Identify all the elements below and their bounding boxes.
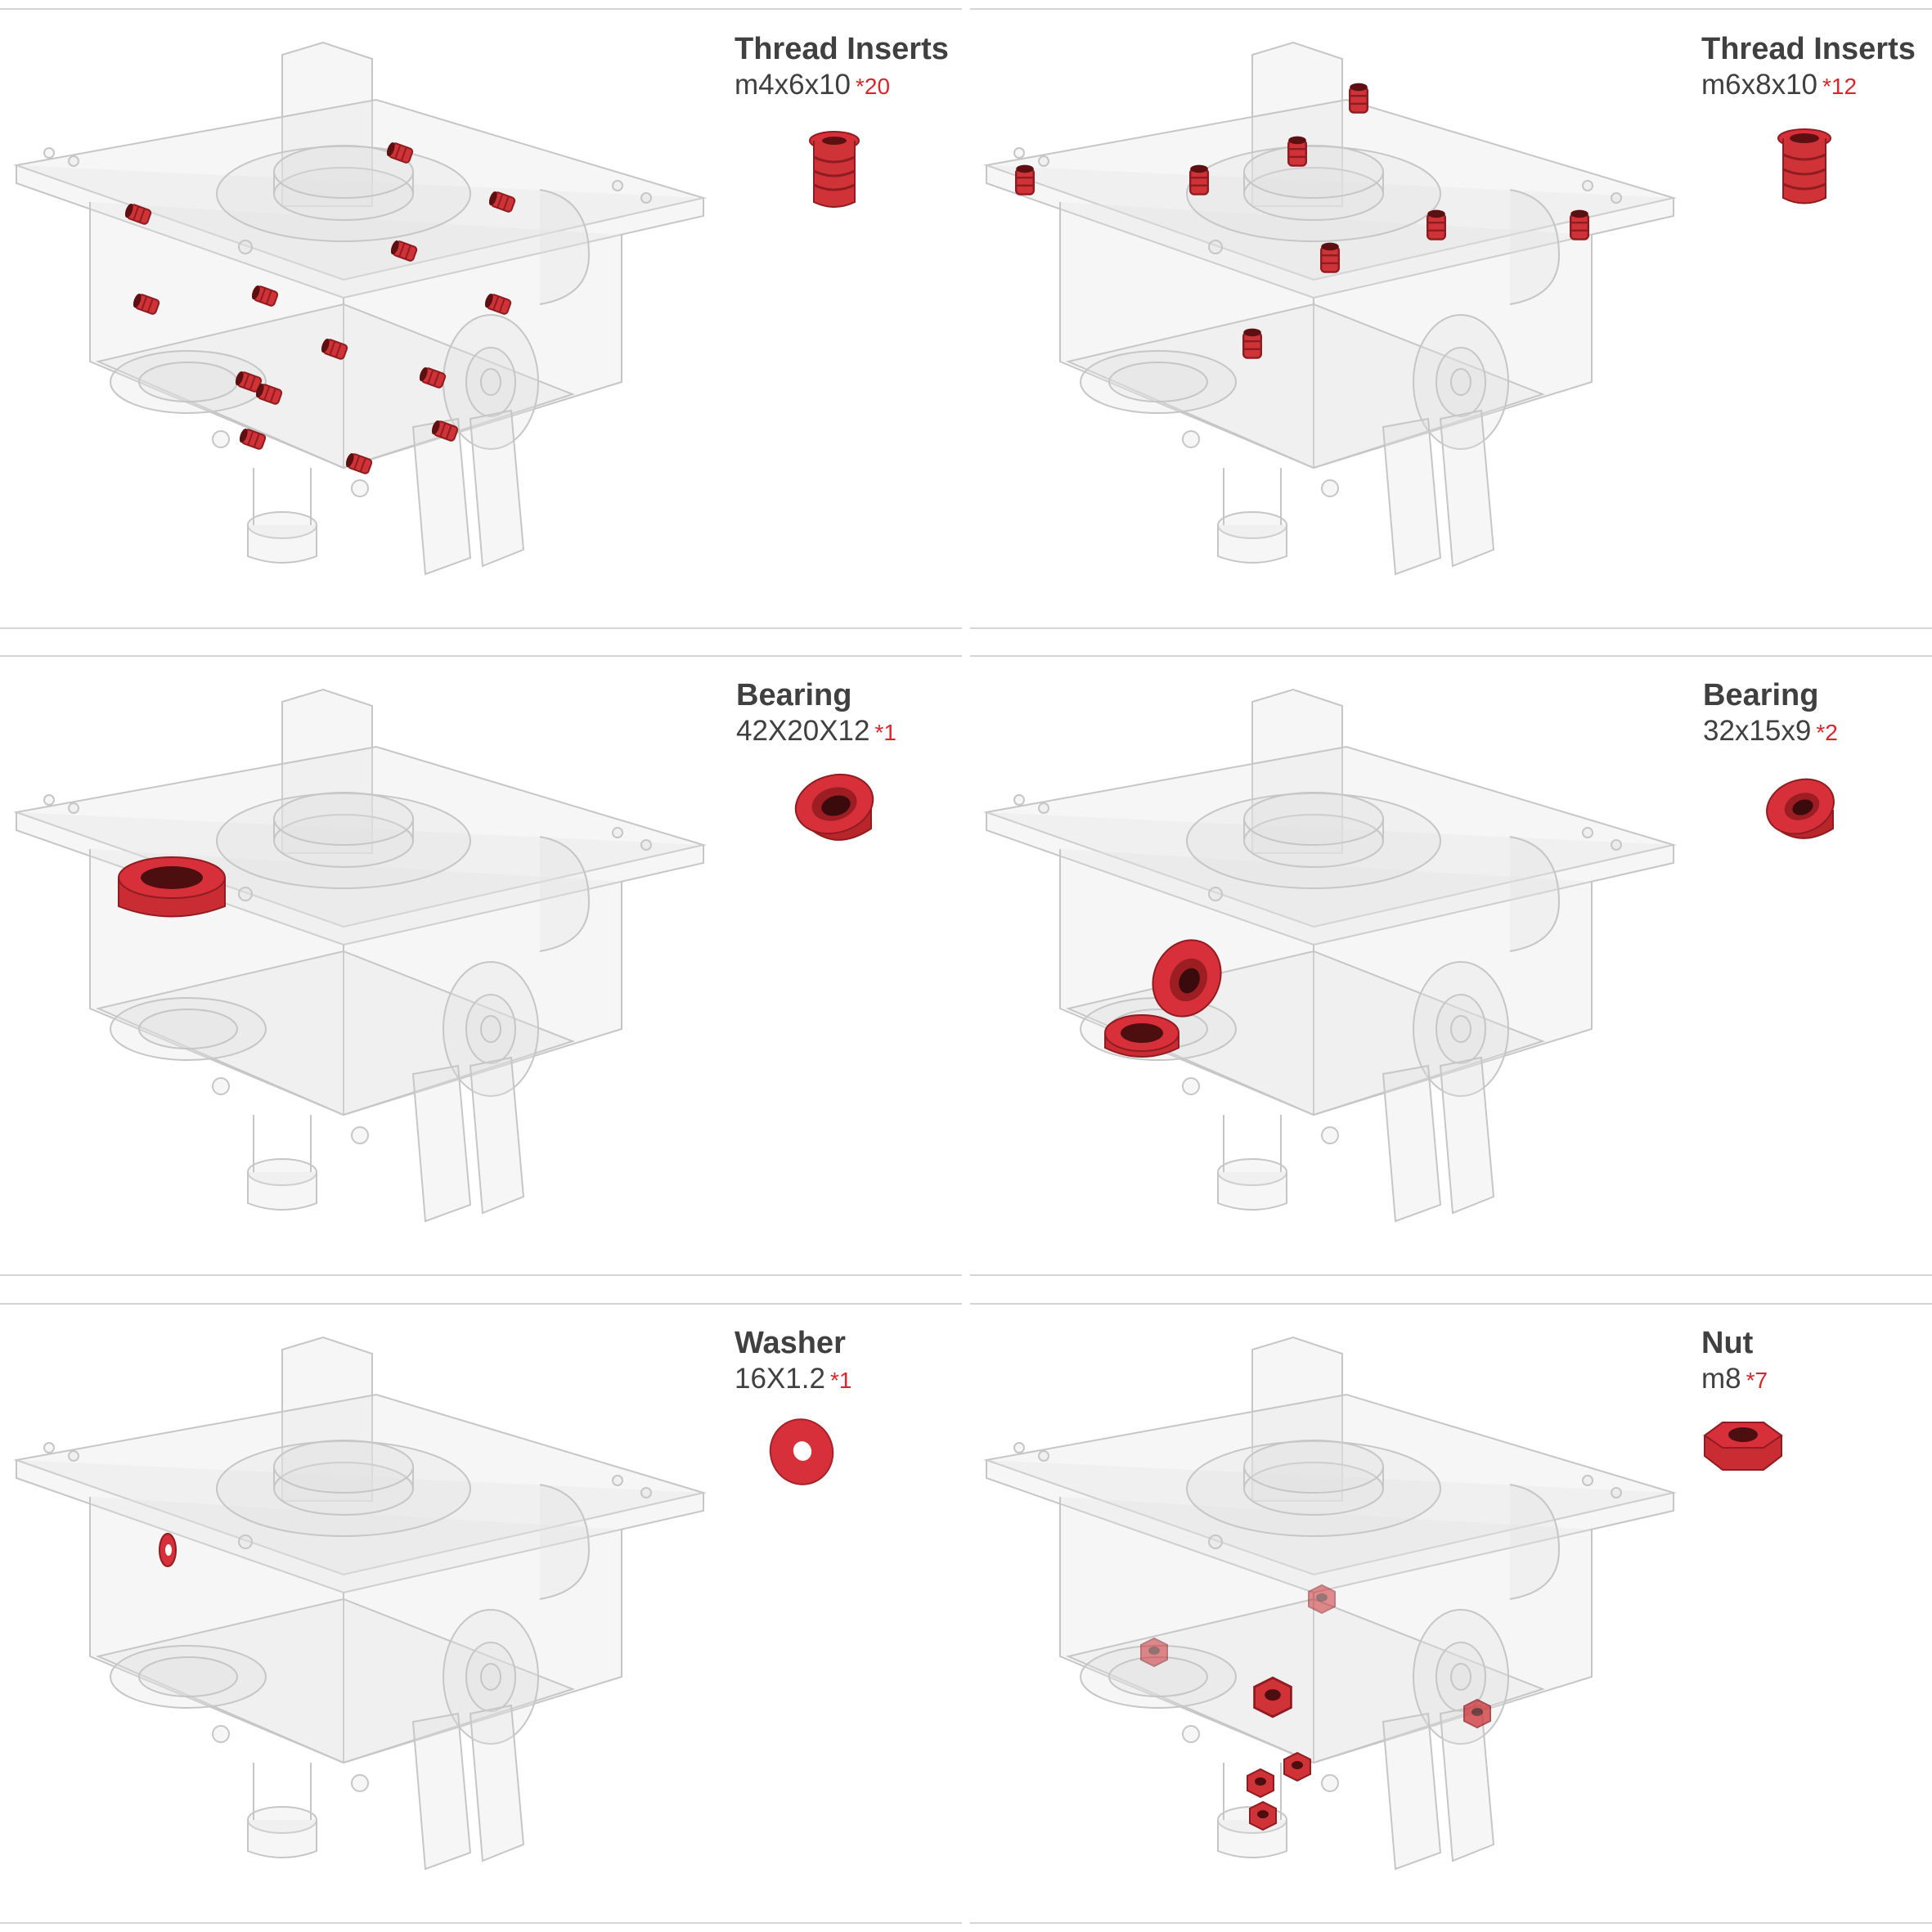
part-label: Bearing 32x15x9 *2 [1703, 676, 1838, 750]
washer-icon [769, 1418, 834, 1485]
assembly-drawing [986, 1337, 1674, 1870]
part-title: Bearing [736, 678, 852, 712]
part-spec-line: m6x8x10 *12 [1701, 68, 1916, 104]
highlighted-bearing [118, 856, 226, 918]
part-spec: m8 [1701, 1363, 1741, 1395]
part-spec: m4x6x10 [735, 69, 851, 101]
part-label: Thread Inserts m6x8x10 *12 [1701, 30, 1916, 104]
bearing-icon [1766, 778, 1835, 839]
divider-bottom-left [0, 1922, 962, 1924]
part-title: Nut [1701, 1326, 1754, 1360]
panel-bearing-42x20x12: Bearing 42X20X12 *1 [0, 657, 962, 1278]
panel-bearing-32x15x9: Bearing 32x15x9 *2 [970, 657, 1932, 1278]
divider-row3-left-top [0, 1303, 962, 1305]
thread-insert-icon [809, 131, 860, 208]
divider-row2-left [0, 1274, 962, 1276]
part-quantity: *7 [1746, 1368, 1768, 1393]
part-spec-line: 32x15x9 *2 [1703, 714, 1838, 750]
part-label: Washer 16X1.2 *1 [735, 1324, 851, 1398]
panel-nut-m8: Nut m8 *7 [970, 1305, 1932, 1926]
part-spec: m6x8x10 [1701, 69, 1818, 101]
highlighted-washer [159, 1533, 177, 1567]
highlighted-bearings [1104, 939, 1222, 1058]
divider-top-right [970, 8, 1932, 10]
assembly-drawing [16, 689, 704, 1222]
part-spec: 32x15x9 [1703, 715, 1812, 747]
divider-row1-right [970, 627, 1932, 629]
panel-thread-inserts-m4: Thread Inserts m4x6x10 *20 [0, 10, 962, 631]
part-label: Thread Inserts m4x6x10 *20 [735, 30, 949, 104]
divider-top-left [0, 8, 962, 10]
part-spec: 16X1.2 [735, 1363, 825, 1395]
divider-row1-left [0, 627, 962, 629]
part-quantity: *1 [829, 1368, 852, 1393]
divider-row2-right [970, 1274, 1932, 1276]
divider-bottom-right [970, 1922, 1932, 1924]
assembly-drawing [16, 1337, 704, 1870]
part-label: Nut m8 *7 [1701, 1324, 1768, 1398]
assembly-drawing [986, 689, 1674, 1222]
panel-washer-16x1-2: Washer 16X1.2 *1 [0, 1305, 962, 1926]
part-spec-line: m4x6x10 *20 [735, 68, 949, 104]
part-spec-line: 16X1.2 *1 [735, 1362, 851, 1398]
part-quantity: *2 [1816, 720, 1838, 745]
part-quantity: *12 [1822, 74, 1858, 99]
part-quantity: *20 [856, 74, 891, 99]
part-title: Washer [735, 1326, 846, 1360]
divider-row3-right-top [970, 1303, 1932, 1305]
part-spec: 42X20X12 [736, 715, 870, 747]
divider-row2-left-top [0, 655, 962, 657]
thread-insert-icon [1777, 128, 1831, 204]
part-title: Bearing [1703, 678, 1819, 712]
part-spec-line: m8 *7 [1701, 1362, 1768, 1398]
hex-nut-icon [1703, 1422, 1783, 1471]
part-quantity: *1 [874, 720, 896, 745]
divider-row2-right-top [970, 655, 1932, 657]
panel-thread-inserts-m6: Thread Inserts m6x8x10 *12 [970, 10, 1932, 631]
part-spec-line: 42X20X12 *1 [736, 714, 896, 750]
part-title: Thread Inserts [735, 32, 949, 66]
part-label: Bearing 42X20X12 *1 [736, 676, 896, 750]
bearing-icon [794, 773, 874, 841]
part-title: Thread Inserts [1701, 32, 1916, 66]
